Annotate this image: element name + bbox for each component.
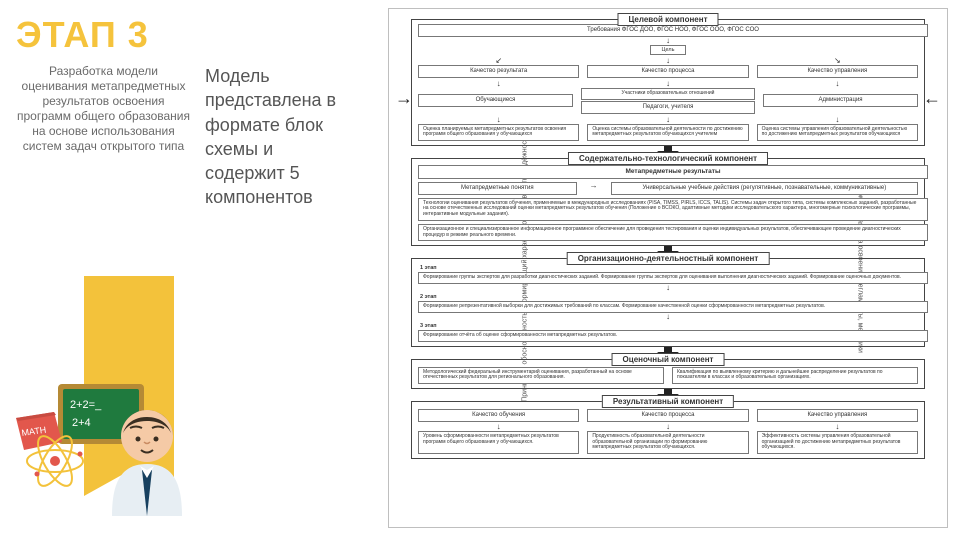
stage-3-label: 3 этап [420,323,918,329]
stage-1-label: 1 этап [420,265,918,271]
actors-label: Участники образовательных отношений [581,88,755,100]
stage-title: ЭТАП 3 [16,14,350,56]
eval-left-box: Методологический федеральный инструмента… [418,367,664,385]
model-description: Модель представлена в формате блок схемы… [205,64,350,210]
stage-1-box: Формирование группы экспертов для разраб… [418,272,928,284]
component-result: Результативный компонент Качество обучен… [411,401,925,459]
meta-concepts-box: Метапредметные понятия [418,182,577,195]
board-text-1: 2+2=_ [70,399,102,411]
component-evaluation: Оценочный компонент Методологический фед… [411,359,925,390]
result-quality-box: Качество обучения [418,409,579,422]
side-arrow-right-icon: ← [923,89,941,107]
right-column: Принципы: обоснованность, формирующий ха… [360,0,960,540]
result-desc-box: Эффективность системы управления образов… [757,431,918,454]
tech-para-1: Технологии оценивания результатов обучен… [418,198,928,221]
illustration: 2+2=_ 2+4 MATH [14,276,214,536]
result-desc-box: Уровень сформированности метапредметных … [418,431,579,454]
result-quality-box: Качество процесса [587,409,748,422]
component-content: Содержательно-технологический компонент … [411,158,925,246]
stage-purpose: Разработка модели оценивания метапредмет… [16,64,191,210]
goal-label: Цель [650,45,686,55]
component-target: Целевой компонент Требования ФГОС ДОО, Ф… [411,19,925,146]
left-column: ЭТАП 3 Разработка модели оценивания мета… [0,0,360,540]
teacher-icon [102,386,192,516]
stage-3-box: Формирование отчёта об оценке сформирова… [418,330,928,342]
uud-box: Универсальные учебные действия (регуляти… [611,182,918,195]
arrow-down-icon: ↓ [418,313,918,321]
component-title: Целевой компонент [617,13,718,26]
slide: ЭТАП 3 Разработка модели оценивания мета… [0,0,960,540]
meta-results-title: Метапредметные результаты [418,165,928,178]
component-title: Оценочный компонент [612,353,725,366]
eval-right-box: Квалификация по выявленному критерию и д… [672,367,918,385]
actor-box: Педагоги, учителя [581,101,755,114]
quality-box: Качество процесса [587,65,748,78]
component-title: Содержательно-технологический компонент [568,152,768,165]
task-box: Оценка системы управления образовательно… [757,124,918,142]
stage-2-box: Формирование репрезентативной выборки дл… [418,301,928,313]
actor-box: Обучающиеся [418,94,573,107]
arrow-right-icon: → [585,182,603,195]
quality-box: Качество управления [757,65,918,78]
task-box: Оценка планируемых метапредметных резуль… [418,124,579,142]
stage-2-label: 2 этап [420,294,918,300]
diagram-frame: Принципы: обоснованность, формирующий ха… [388,8,948,528]
result-quality-box: Качество управления [757,409,918,422]
component-title: Организационно-деятельностный компонент [567,252,770,265]
arrow-down-icon: ↓ [418,37,918,45]
quality-box: Качество результата [418,65,579,78]
component-organizational: Организационно-деятельностный компонент … [411,258,925,346]
arrow-down-icon: ↓ [418,284,918,292]
tech-para-2: Организационное и специализированное инф… [418,224,928,242]
component-title: Результативный компонент [602,395,734,408]
result-desc-box: Продуктивность образовательной деятельно… [587,431,748,454]
task-box: Оценка системы образовательной деятельно… [587,124,748,142]
actor-box: Администрация [763,94,918,107]
atom-icon [24,430,86,492]
board-text-2: 2+4 [72,417,91,429]
